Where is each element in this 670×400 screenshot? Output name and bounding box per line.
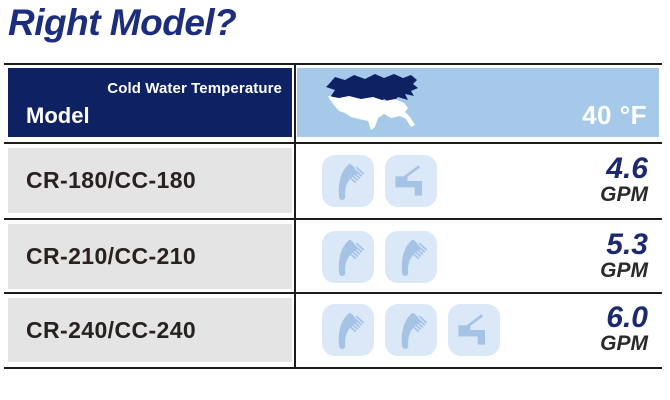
header-model-cell: Cold Water Temperature Model [8,68,292,137]
temperature-value-label: 40 °F [582,100,647,130]
model-cell-row-2: CR-210/CC-210 [8,224,292,289]
model-name: CR-210/CC-210 [26,243,197,269]
flow-unit: GPM [600,332,648,355]
flow-cell-row-3: 6.0 GPM [297,298,659,362]
shower-head-icon [322,230,374,283]
model-cell-row-1: CR-180/CC-180 [8,148,292,213]
flow-value: 6.0 [606,301,648,334]
table-bottom-rule [4,367,662,369]
north-america-cold-region-map-icon [326,74,418,130]
model-name: CR-240/CC-240 [26,316,197,343]
flow-rate: 5.3 GPM [600,227,648,282]
flow-value: 4.6 [606,151,648,185]
shower-head-icon [385,230,437,283]
header-temperature-cell: 40 °F [297,68,659,137]
faucet-icon [448,304,500,356]
flow-unit: GPM [600,182,648,206]
flow-cell-row-1: 4.6 GPM [297,148,659,213]
faucet-icon [385,154,437,207]
flow-value: 5.3 [606,227,648,261]
row-divider [4,218,662,220]
table-top-rule [4,63,662,65]
shower-head-icon [385,304,437,356]
flow-unit: GPM [600,258,648,282]
row-divider [4,142,662,144]
model-name: CR-180/CC-180 [26,167,197,193]
fixture-tiles [322,154,437,207]
cold-water-temperature-label: Cold Water Temperature [107,80,282,97]
model-cell-row-3: CR-240/CC-240 [8,298,292,362]
shower-head-icon [322,154,374,207]
flow-rate: 6.0 GPM [600,301,648,355]
shower-head-icon [322,304,374,356]
flow-cell-row-2: 5.3 GPM [297,224,659,289]
flow-rate: 4.6 GPM [600,151,648,206]
column-divider [294,63,296,369]
fixture-tiles [322,304,500,356]
row-divider [4,292,662,294]
model-column-label: Model [26,103,90,128]
page-title: Right Model? [8,2,237,43]
fixture-tiles [322,230,437,283]
